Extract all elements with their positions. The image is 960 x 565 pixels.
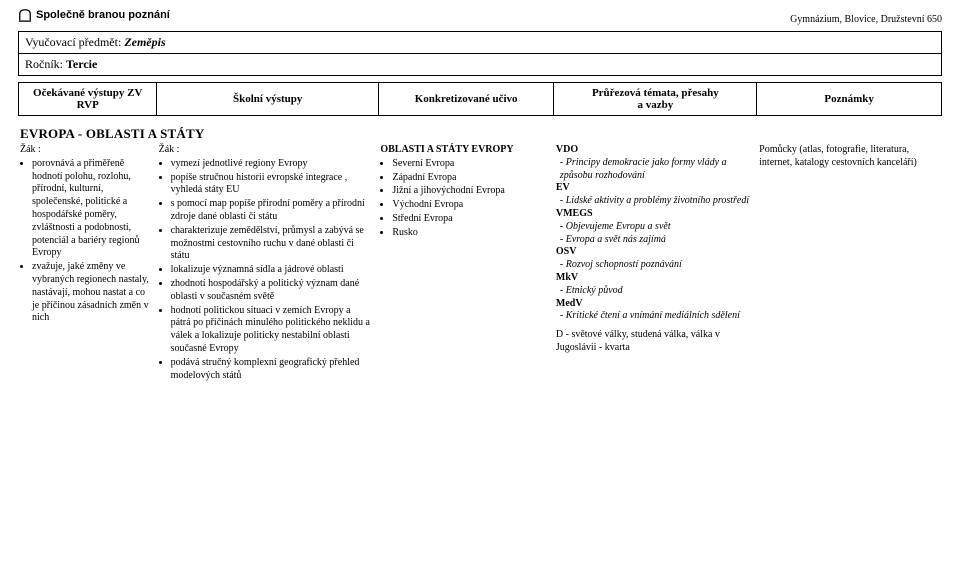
list-item: podává stručný komplexní geografický pře… [171, 357, 373, 383]
list-item: charakterizuje zemědělství, průmysl a za… [171, 225, 373, 263]
theme-desc: Rozvoj schopností poznávání [566, 259, 682, 270]
theme-abbr: EV [556, 182, 570, 193]
subject-value: Zeměpis [124, 35, 165, 49]
expected-outputs-cell: Žák : porovnává a přiměřeně hodnotí polo… [18, 144, 157, 326]
gate-logo-icon [18, 8, 32, 22]
column-header-notes: Poznámky [757, 83, 942, 116]
list-item: Rusko [392, 227, 548, 240]
list-item: zhodnotí hospodářský a politický význam … [171, 278, 373, 304]
theme-abbr: OSV [556, 246, 577, 257]
themes-cell: VDO - Principy demokracie jako formy vlá… [554, 144, 757, 355]
list-item: lokalizuje významná sídla a jádrové obla… [171, 264, 373, 277]
motto: Společně branou poznání [36, 9, 170, 21]
grade-value: Tercie [66, 57, 97, 71]
theme-desc: Evropa a svět nás zajímá [566, 234, 666, 245]
grade-box: Ročník: Tercie [18, 54, 942, 76]
theme-abbr: VDO [556, 144, 578, 155]
column-header-themes: Průřezová témata, přesahy a vazby [554, 83, 757, 116]
subject-label: Vyučovací předmět: [25, 35, 124, 49]
subject-box: Vyučovací předmět: Zeměpis [18, 31, 942, 54]
page: Společně branou poznání Gymnázium, Blovi… [0, 0, 960, 565]
list-item: hodnotí politickou situaci v zemích Evro… [171, 305, 373, 356]
col2-lead: Žák : [159, 144, 373, 157]
col2-list: vymezí jednotlivé regiony Evropy popíše … [159, 158, 373, 383]
page-header: Společně branou poznání Gymnázium, Blovi… [18, 8, 942, 25]
column-header-line: a vazby [558, 99, 752, 111]
section-title: EVROPA - OBLASTI A STÁTY [20, 126, 942, 142]
list-item: zvažuje, jaké změny ve vybraných regione… [32, 261, 151, 325]
school-name: Gymnázium, Blovice, Družstevní 650 [790, 14, 942, 25]
col3-list: Severní Evropa Západní Evropa Jižní a ji… [380, 158, 548, 240]
column-header-school-outputs: Školní výstupy [157, 83, 379, 116]
theme-desc: Principy demokracie jako formy vlády a z… [560, 157, 727, 181]
grade-label: Ročník: [25, 57, 66, 71]
content-row: Žák : porovnává a přiměřeně hodnotí polo… [18, 144, 942, 383]
header-left: Společně branou poznání [18, 8, 170, 22]
column-header-table: Očekávané výstupy ZV RVP Školní výstupy … [18, 82, 942, 116]
column-header-line: RVP [23, 99, 152, 111]
theme-abbr: VMEGS [556, 208, 593, 219]
col1-list: porovnává a přiměřeně hodnotí polohu, ro… [20, 158, 151, 325]
list-item: Jižní a jihovýchodní Evropa [392, 185, 548, 198]
list-item: Východní Evropa [392, 199, 548, 212]
list-item: popíše stručnou historii evropské integr… [171, 172, 373, 198]
column-header-line: Průřezová témata, přesahy [558, 87, 752, 99]
theme-desc: Lidské aktivity a problémy životního pro… [566, 195, 749, 206]
curriculum-cell: OBLASTI A STÁTY EVROPY Severní Evropa Zá… [378, 144, 554, 241]
theme-abbr: MkV [556, 272, 578, 283]
notes-text: Pomůcky (atlas, fotografie, literatura, … [759, 144, 936, 170]
theme-desc: Etnický původ [566, 285, 623, 296]
list-item: s pomocí map popíše přírodní poměry a př… [171, 198, 373, 224]
list-item: Západní Evropa [392, 172, 548, 185]
curriculum-heading: OBLASTI A STÁTY EVROPY [380, 144, 548, 157]
list-item: vymezí jednotlivé regiony Evropy [171, 158, 373, 171]
notes-cell: Pomůcky (atlas, fotografie, literatura, … [757, 144, 942, 171]
column-header-outputs-rvp: Očekávané výstupy ZV RVP [19, 83, 157, 116]
column-header-line: Očekávané výstupy ZV [23, 87, 152, 99]
list-item: Severní Evropa [392, 158, 548, 171]
school-outputs-cell: Žák : vymezí jednotlivé regiony Evropy p… [157, 144, 379, 383]
list-item: Střední Evropa [392, 213, 548, 226]
theme-extra: D - světové války, studená válka, válka … [556, 329, 751, 355]
list-item: porovnává a přiměřeně hodnotí polohu, ro… [32, 158, 151, 260]
col1-lead: Žák : [20, 144, 151, 157]
column-header-curriculum: Konkretizované učivo [378, 83, 553, 116]
theme-desc: Objevujeme Evropu a svět [566, 221, 671, 232]
theme-desc: Kritické čtení a vnímání mediálních sděl… [566, 310, 740, 321]
theme-abbr: MedV [556, 298, 583, 309]
